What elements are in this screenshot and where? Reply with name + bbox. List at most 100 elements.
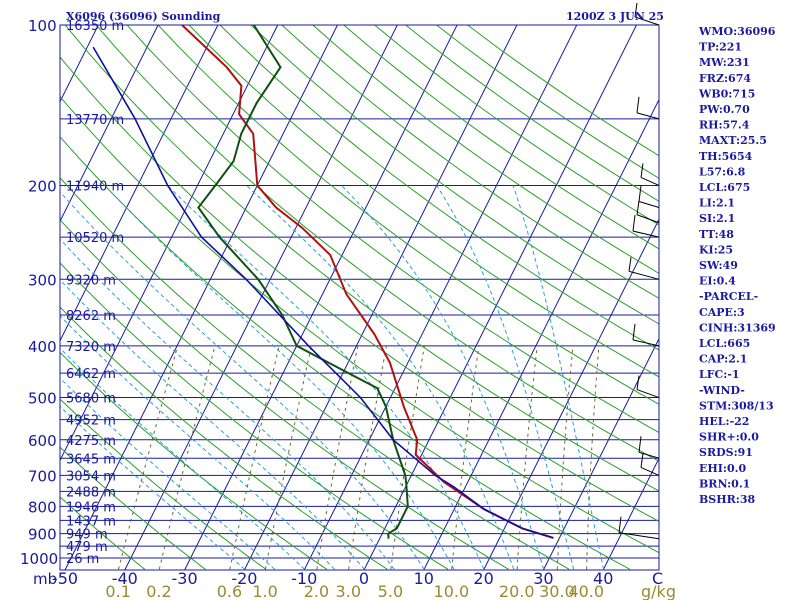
parcel-trace	[92, 46, 554, 539]
pressure-tick-label: 800	[28, 498, 57, 516]
index-text: -PARCEL-	[699, 290, 758, 303]
station-title: X6096 (36096) Sounding	[66, 10, 221, 23]
wind-barb	[632, 230, 660, 238]
pressure-tick-label: 500	[28, 390, 57, 408]
isotherm-line	[243, 25, 518, 570]
index-text: SHR+:0.0	[699, 431, 759, 444]
mixing-ratio-tick-label: 20.0	[499, 582, 535, 600]
mixing-ratio-tick-label: 1.0	[252, 582, 277, 600]
wind-barb	[628, 270, 660, 280]
index-text: WB0:715	[698, 87, 755, 100]
mixing-ratio-line	[390, 345, 425, 570]
index-text: TH:5654	[699, 150, 753, 163]
temperature-tick-label: 40	[593, 569, 613, 588]
dry-adiabat-line	[95, 25, 659, 462]
pressure-tick-label: 700	[28, 467, 57, 485]
height-label: 8262 m	[66, 309, 116, 324]
index-text: HEL:-22	[699, 415, 749, 428]
moist-adiabat-line	[60, 315, 335, 570]
wind-barb	[638, 451, 660, 459]
dry-adiabat-line	[60, 262, 449, 570]
dry-adiabat-line	[64, 25, 659, 492]
pressure-tick-label: 1000	[20, 550, 58, 568]
mixing-ratio-tick-label: 3.0	[336, 582, 361, 600]
isotherm-line	[60, 25, 279, 462]
index-text: CINH:31369	[699, 321, 776, 334]
dry-adiabat-line	[60, 56, 659, 522]
height-label: 7320 m	[66, 340, 116, 355]
wind-barb	[636, 214, 660, 224]
height-label: 6462 m	[66, 367, 116, 382]
isotherm-line	[602, 457, 659, 570]
grid-lines	[0, 25, 659, 570]
wind-barb-flag	[638, 185, 642, 202]
mixing-ratio-line	[516, 345, 538, 570]
index-text: MAXT:25.5	[699, 134, 767, 147]
temperature-tick-label: 0	[359, 569, 369, 588]
sounding-traces	[92, 25, 554, 539]
mixing-ratio-line	[118, 345, 179, 570]
temperature-tick-label: 20	[473, 569, 493, 588]
index-text: SW:49	[699, 259, 738, 272]
plot-frame	[59, 24, 660, 571]
temperature-tick-label: -30	[172, 569, 198, 588]
pressure-unit-label: mb	[33, 570, 57, 588]
index-text: PW:0.70	[699, 103, 750, 116]
dry-adiabat-line	[60, 351, 327, 570]
dry-adiabat-line	[343, 25, 659, 250]
mixing-ratio-tick-label: 10.0	[434, 582, 470, 600]
wind-barb-flag	[636, 375, 640, 390]
moist-adiabat-line	[436, 185, 575, 570]
dry-adiabat-line	[157, 25, 659, 405]
wind-barb	[634, 16, 660, 26]
temperature-tick-label: 10	[414, 569, 434, 588]
height-label: 11940 m	[66, 179, 124, 194]
index-text: SRDS:91	[699, 446, 753, 459]
height-label: 4952 m	[66, 414, 116, 429]
wind-barb-flag	[634, 2, 638, 18]
dry-adiabat-line	[60, 446, 206, 570]
dry-adiabat-line	[60, 219, 509, 570]
height-label: 13770 m	[66, 113, 124, 128]
index-text: BSHR:38	[699, 493, 755, 506]
wind-barb-flag	[618, 516, 622, 533]
wind-barb	[638, 201, 660, 208]
index-text: BRN:0.1	[699, 477, 750, 490]
height-label: 2488 m	[66, 485, 116, 500]
moist-adiabat-line	[246, 185, 515, 570]
pressure-tick-label: 100	[28, 17, 57, 35]
height-label: 1946 m	[66, 500, 116, 515]
dry-adiabat-line	[312, 25, 659, 274]
height-label: 5680 m	[66, 392, 116, 407]
wind-barb-flag	[636, 96, 640, 113]
pressure-tick-label: 300	[28, 271, 57, 289]
index-text: CAP:2.1	[699, 353, 747, 366]
dry-adiabat-line	[281, 25, 659, 299]
temperature-tick-label: -10	[291, 569, 317, 588]
height-label: 479 m	[66, 540, 108, 555]
index-text: LCL:675	[699, 181, 750, 194]
moist-adiabat-line	[104, 185, 455, 570]
stability-indices: WMO:36096 TP:221 MW:231 FRZ:674 WB0:715 PW:0.…	[698, 25, 776, 506]
temperature-tick-label: -40	[112, 569, 138, 588]
index-text: FRZ:674	[699, 72, 751, 85]
mixing-ratio-unit-label: g/kg	[641, 582, 676, 600]
moist-adiabat-line	[60, 347, 305, 570]
temperature-tick-label: -50	[52, 569, 78, 588]
mixing-ratio-line	[586, 345, 600, 570]
wind-barb-flag	[640, 453, 644, 468]
height-label: 3645 m	[66, 452, 116, 467]
pressure-tick-label: 900	[28, 526, 57, 544]
index-text: TT:48	[699, 228, 734, 241]
wind-barb	[640, 466, 660, 476]
dewpoint-trace	[197, 25, 409, 539]
index-text: SI:2.1	[699, 212, 735, 225]
index-text: EHI:0.0	[699, 462, 746, 475]
isotherm-line	[0, 25, 39, 570]
index-text: KI:25	[699, 243, 733, 256]
isotherm-line	[542, 337, 659, 570]
mixing-ratio-line	[348, 345, 387, 570]
